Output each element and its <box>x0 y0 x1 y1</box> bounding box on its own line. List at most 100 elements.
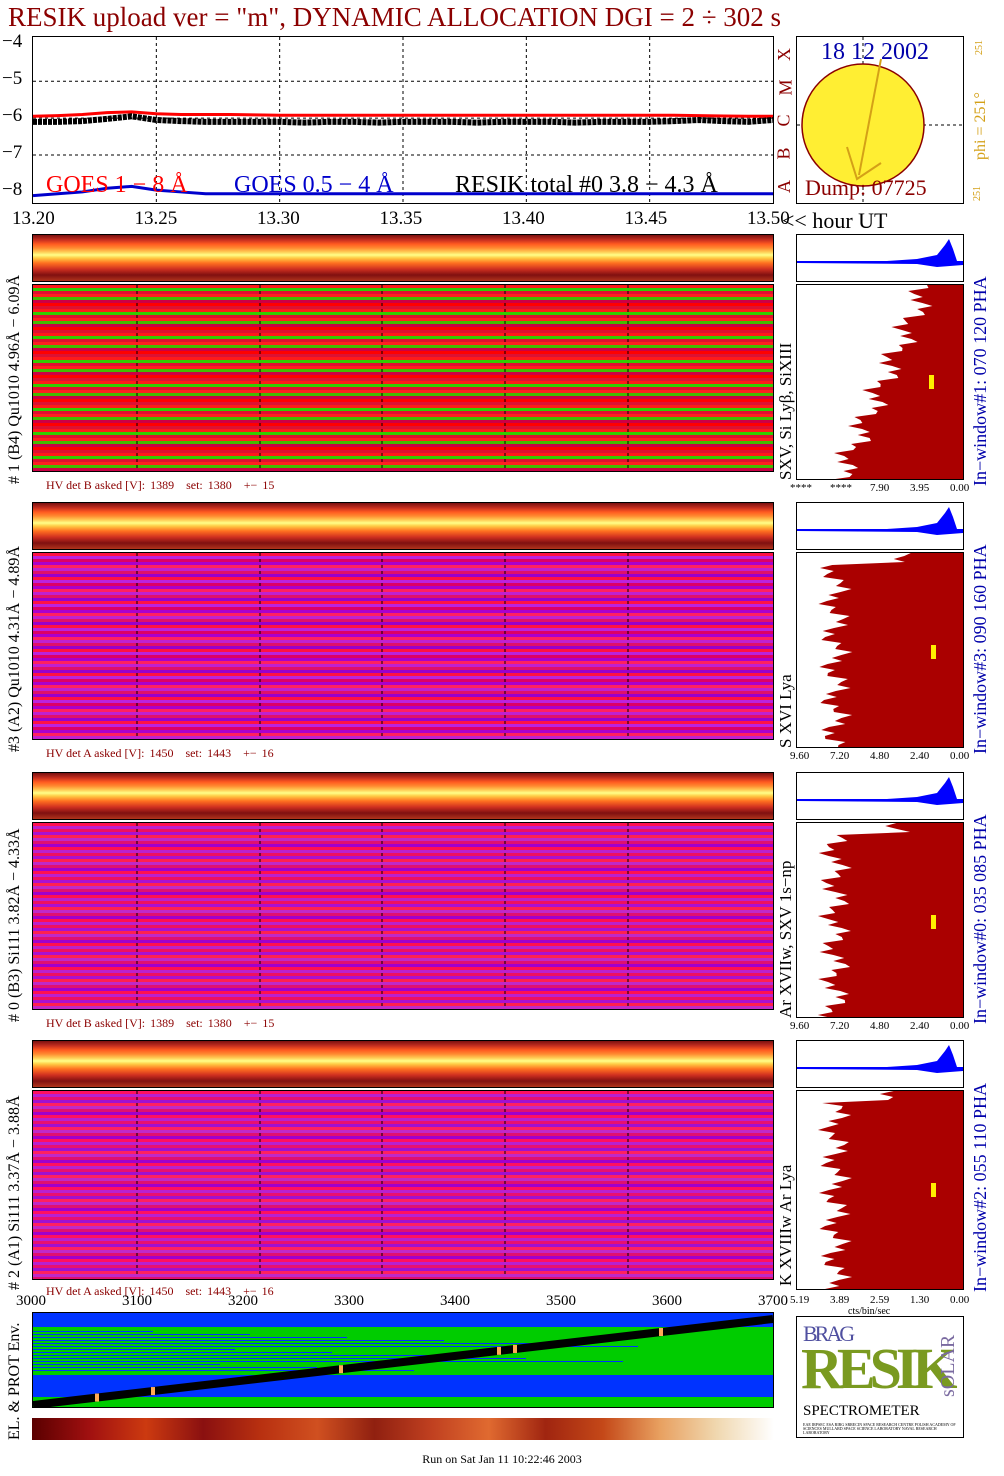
panel-line-ids: SXV, Si Lyβ, SiXIII <box>776 342 795 480</box>
hv-hv-asked: 1450 <box>149 1284 174 1298</box>
in-window-label: In−window#3: 090 160 PHA <box>970 544 990 754</box>
panel-spectrogram <box>32 1090 774 1280</box>
x-tick-label: 13.25 <box>134 208 178 229</box>
env-marker <box>339 1365 343 1374</box>
y-tick-label: −6 <box>2 105 23 127</box>
logo-fine-print: EAE IRPSEC ESA RIRG SRRECIN SPACE RESEAR… <box>803 1423 956 1435</box>
spectrum-axis-tick: 0.00 <box>950 750 970 762</box>
hv-hv-asked: 1389 <box>150 1016 175 1030</box>
hv-hv-err: 16 <box>261 746 274 760</box>
x-tick-label: 13.35 <box>379 208 423 229</box>
panel-wavelength-label: #3 (A2) Qu1010 4.31Å − 4.89Å <box>6 546 23 752</box>
hv-hv-label: HV det B asked [V]: <box>46 478 146 492</box>
env-plot <box>32 1312 774 1408</box>
panel-header-strip <box>32 502 774 550</box>
sun-disk <box>801 63 925 187</box>
sun-disk-svg <box>797 37 963 203</box>
hv-hv-set: 1443 <box>207 1284 232 1298</box>
hv-hv-pm: +− <box>243 1016 258 1030</box>
panel-grid <box>136 823 629 1009</box>
spectrum-axis-tick: 5.19 <box>790 1294 810 1306</box>
env-streak <box>33 1343 541 1344</box>
env-orbit-track <box>33 1315 773 1407</box>
env-marker <box>95 1393 99 1402</box>
hv-hv-asked: 1389 <box>150 478 175 492</box>
dump-number: Dump: 07725 <box>805 175 927 200</box>
panel-line-ids: Ar XVIIw, SXV 1s−np <box>776 860 795 1018</box>
env-y-label: EL. & PROT Env. <box>6 1322 23 1440</box>
x-tick-label: 13.50 <box>747 208 790 229</box>
panel-line-ids: K XVIIIw Ar Lya <box>776 1164 795 1286</box>
series-line-1 <box>33 184 773 198</box>
spectrum-axis-tick: 4.80 <box>870 1020 890 1032</box>
phi-bottom-label: 251 <box>972 186 983 201</box>
x-tick-label: 13.45 <box>624 208 668 229</box>
panel-header-strip <box>32 772 774 820</box>
series-line-2 <box>33 113 773 126</box>
hv-hv-set_label: set: <box>186 1016 203 1030</box>
pha-histogram <box>797 507 963 535</box>
panel-header-strip <box>32 1040 774 1088</box>
spectrum-profile <box>817 823 963 1017</box>
sun-disk-panel: 18 12 2002 Dump: 07725 <box>796 36 964 204</box>
env-marker <box>513 1344 517 1353</box>
spectrum-axis-unit: cts/bin/sec <box>848 1306 891 1317</box>
spectrum-axis-tick: 2.40 <box>910 750 930 762</box>
spectrum-axis-tick: 0.00 <box>950 1294 970 1306</box>
env-x-tick: 3200 <box>228 1293 258 1309</box>
goes-class-label: X <box>774 48 794 61</box>
window-marker <box>931 915 936 929</box>
env-band <box>33 1313 773 1327</box>
panel-grid <box>136 285 629 471</box>
env-x-tick: 3600 <box>652 1293 682 1309</box>
spectrum-axis-tick: 3.95 <box>910 482 930 494</box>
spectrum-axis-tick: 9.60 <box>790 1020 810 1032</box>
pha-histogram-box <box>796 772 964 820</box>
hv-hv-err: 15 <box>262 1016 275 1030</box>
y-tick-label: −5 <box>2 68 23 90</box>
goes-class-label: M <box>775 79 796 96</box>
hv-readout: HV det B asked [V]: 1389 set: 1380 +− 15 <box>46 1016 279 1031</box>
pha-histogram <box>797 1045 963 1073</box>
env-plot-svg <box>33 1313 773 1407</box>
env-x-tick: 3300 <box>334 1293 364 1309</box>
panel-wavelength-label: # 0 (B3) Si111 3.82Å − 4.33Å <box>6 828 23 1022</box>
panel-wavelength-label: # 1 (B4) Qu1010 4.96Å − 6.09Å <box>6 274 23 484</box>
spectrum-profile <box>834 285 963 479</box>
spectrum-axis-tick: 7.90 <box>870 482 890 494</box>
env-marker <box>497 1346 501 1355</box>
logo-solar: sOLAR <box>937 1334 959 1397</box>
env-marker <box>151 1387 155 1396</box>
panel-wavelength-label: # 2 (A1) Si111 3.37Å − 3.88Å <box>6 1095 23 1291</box>
spectrum-axis-tick: 0.00 <box>950 482 970 494</box>
env-band <box>33 1397 773 1407</box>
panel-grid <box>136 1091 629 1277</box>
hv-hv-set_label: set: <box>186 478 203 492</box>
env-x-tick: 3400 <box>440 1293 470 1309</box>
logo-resik: RESIK <box>801 1336 957 1401</box>
hv-hv-label: HV det A asked [V]: <box>46 1284 145 1298</box>
y-tick-label: −4 <box>2 31 23 53</box>
env-streak <box>33 1331 153 1332</box>
phi-arrow <box>858 58 882 176</box>
phi-sup-label: 251 <box>974 40 985 55</box>
hv-hv-set: 1380 <box>207 478 232 492</box>
in-window-label: In−window#0: 035 085 PHA <box>970 814 990 1024</box>
spectrum-axis-tick: **** <box>830 482 852 494</box>
spectrum-axis-tick: 7.20 <box>830 750 850 762</box>
panel-spectrogram <box>32 552 774 740</box>
env-x-tick: 3100 <box>122 1293 152 1309</box>
hv-hv-err: 15 <box>262 478 275 492</box>
legend-goes-1-8: GOES 1 − 8 Å <box>46 172 188 198</box>
spectrum-profile-box <box>796 1090 964 1290</box>
hv-hv-set_label: set: <box>185 1284 203 1298</box>
page-title: RESIK upload ver = "m", DYNAMIC ALLOCATI… <box>8 2 782 32</box>
env-x-tick: 3500 <box>546 1293 576 1309</box>
phi-angle-label: phi = 251° <box>972 92 989 160</box>
hv-hv-label: HV det A asked [V]: <box>46 746 145 760</box>
spectrum-profile-box <box>796 552 964 748</box>
goes-class-label: C <box>773 114 794 127</box>
panel-spectrogram <box>32 284 774 472</box>
y-tick-label: −7 <box>2 142 23 164</box>
env-x-tick: 3000 <box>16 1293 46 1309</box>
